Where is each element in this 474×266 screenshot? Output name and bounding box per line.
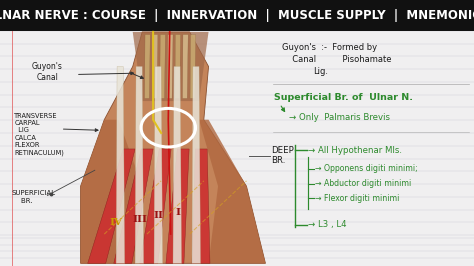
Polygon shape: [190, 35, 196, 98]
Polygon shape: [160, 35, 165, 98]
Polygon shape: [116, 66, 125, 263]
Text: → All Hypothenar Mls.: → All Hypothenar Mls.: [308, 146, 402, 155]
Text: → Abductor digiti minimi: → Abductor digiti minimi: [315, 179, 411, 188]
Text: → L3 , L4: → L3 , L4: [308, 220, 346, 229]
Polygon shape: [81, 32, 265, 263]
Text: Superficial Br. of  Ulnar N.: Superficial Br. of Ulnar N.: [274, 93, 413, 102]
Polygon shape: [88, 149, 135, 263]
Text: Lig.: Lig.: [313, 67, 328, 76]
Polygon shape: [166, 149, 189, 263]
Text: DEEP: DEEP: [271, 146, 294, 155]
Polygon shape: [192, 66, 201, 263]
Text: TRANSVERSE
CARPAL
  LIG
CALCA
FLEXOR
RETINACULUM): TRANSVERSE CARPAL LIG CALCA FLEXOR RETIN…: [14, 113, 64, 156]
Polygon shape: [81, 120, 142, 263]
Text: Guyon's  :-  Formed by: Guyon's :- Formed by: [282, 43, 377, 52]
Polygon shape: [167, 35, 173, 98]
Polygon shape: [135, 66, 144, 263]
Text: I: I: [175, 208, 180, 217]
Text: → Only  Palmaris Brevis: → Only Palmaris Brevis: [289, 113, 390, 122]
Polygon shape: [140, 149, 171, 263]
Text: III: III: [132, 215, 147, 224]
Text: ULNAR NERVE : COURSE  |  INNERVATION  |  MUSCLE SUPPLY  |  MNEMONICS: ULNAR NERVE : COURSE | INNERVATION | MUS…: [0, 9, 474, 22]
Text: II: II: [154, 211, 164, 220]
Polygon shape: [133, 32, 209, 101]
Text: BR.: BR.: [271, 156, 285, 165]
Bar: [0, 0, 474, 31]
Text: → Flexor digiti minimi: → Flexor digiti minimi: [315, 194, 399, 203]
Polygon shape: [154, 66, 163, 263]
Text: SUPERFICIAL
    BR.: SUPERFICIAL BR.: [12, 190, 56, 203]
Polygon shape: [199, 120, 265, 263]
Polygon shape: [182, 35, 188, 98]
Text: → Opponens digiti minimi;: → Opponens digiti minimi;: [315, 164, 418, 173]
Polygon shape: [145, 35, 150, 98]
Polygon shape: [152, 35, 158, 98]
Text: Canal          Pisohamate: Canal Pisohamate: [287, 55, 391, 64]
Polygon shape: [173, 66, 182, 263]
Polygon shape: [114, 149, 153, 263]
Text: Guyon's
Canal: Guyon's Canal: [32, 62, 63, 82]
Text: IV: IV: [109, 218, 123, 227]
Polygon shape: [175, 35, 181, 98]
Polygon shape: [192, 149, 210, 263]
